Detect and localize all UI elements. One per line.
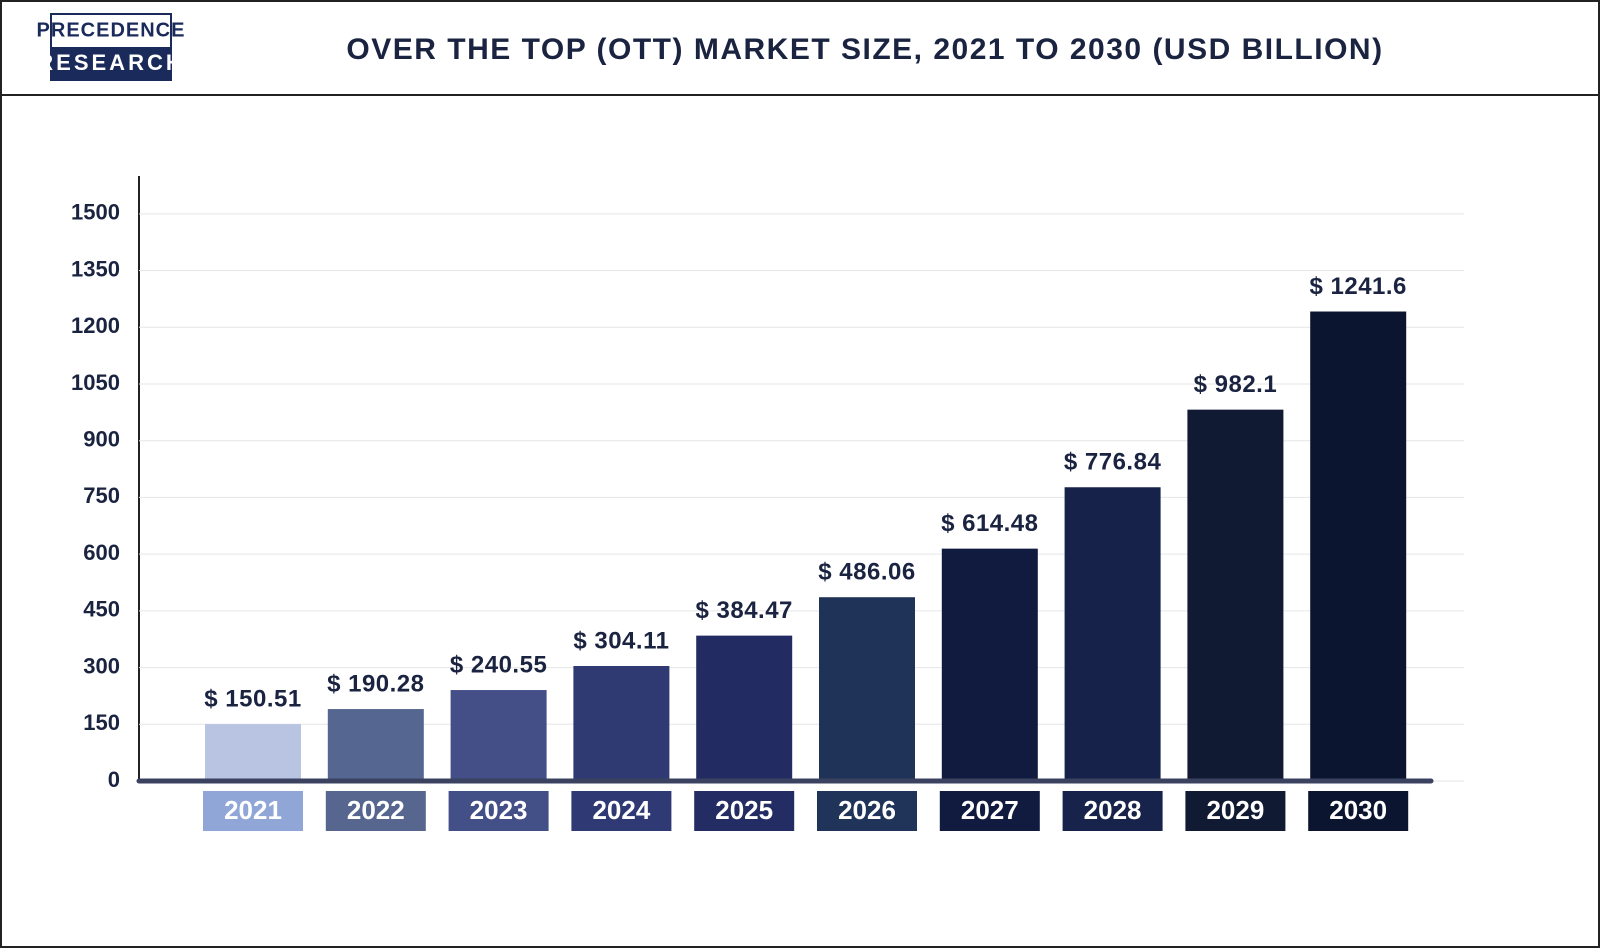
- bar: [1187, 409, 1284, 781]
- value-label: $ 150.51: [204, 685, 301, 712]
- category-box: [694, 791, 795, 831]
- category-box: [325, 791, 426, 831]
- value-label: $ 304.11: [573, 627, 669, 654]
- y-tick-label: 150: [83, 710, 120, 735]
- y-tick-label: 1200: [71, 313, 120, 338]
- x-tick-label: 2029: [1206, 795, 1264, 825]
- value-label: $ 982.1: [1194, 371, 1278, 398]
- chart-title: OVER THE TOP (OTT) MARKET SIZE, 2021 TO …: [346, 33, 1383, 66]
- y-tick-label: 1500: [71, 200, 120, 225]
- value-label: $ 1241.6: [1309, 273, 1406, 300]
- bar: [819, 597, 915, 781]
- x-tick-label: 2022: [347, 795, 405, 825]
- x-tick-label: 2021: [224, 795, 282, 825]
- x-tick-label: 2024: [592, 795, 650, 825]
- category-box: [203, 791, 303, 831]
- bar: [573, 666, 670, 781]
- bar: [327, 709, 424, 781]
- category-box: [448, 791, 549, 831]
- bar: [696, 635, 793, 781]
- category-box: [571, 791, 672, 831]
- logo-band: [51, 47, 171, 80]
- value-label: $ 240.55: [450, 651, 547, 678]
- bar: [941, 548, 1038, 781]
- y-tick-label: 1050: [71, 370, 120, 395]
- value-label: $ 614.48: [941, 510, 1038, 537]
- logo-line2: RESEARCH: [37, 50, 184, 75]
- x-tick-label: 2026: [838, 795, 896, 825]
- bar: [1310, 311, 1407, 781]
- y-tick-label: 300: [83, 653, 120, 678]
- bar: [1064, 487, 1161, 781]
- logo-line1: PRECEDENCE: [37, 19, 186, 41]
- y-tick-label: 750: [83, 483, 120, 508]
- category-box: [939, 791, 1040, 831]
- bar: [205, 724, 301, 781]
- y-tick-label: 450: [83, 597, 120, 622]
- x-tick-label: 2023: [470, 795, 528, 825]
- x-tick-label: 2027: [961, 795, 1019, 825]
- x-tick-label: 2025: [715, 795, 773, 825]
- x-tick-label: 2028: [1084, 795, 1142, 825]
- y-tick-label: 0: [108, 767, 120, 792]
- value-label: $ 384.47: [695, 597, 792, 624]
- y-tick-label: 1350: [71, 256, 120, 281]
- y-tick-label: 900: [83, 427, 120, 452]
- category-box: [1185, 791, 1286, 831]
- bar: [450, 690, 547, 781]
- value-label: $ 776.84: [1064, 449, 1162, 476]
- value-label: $ 486.06: [818, 559, 915, 586]
- category-box: [1308, 791, 1409, 831]
- category-box: [1062, 791, 1163, 831]
- x-tick-label: 2030: [1329, 795, 1387, 825]
- category-box: [817, 791, 917, 831]
- value-label: $ 190.28: [327, 670, 424, 697]
- y-tick-label: 600: [83, 540, 120, 565]
